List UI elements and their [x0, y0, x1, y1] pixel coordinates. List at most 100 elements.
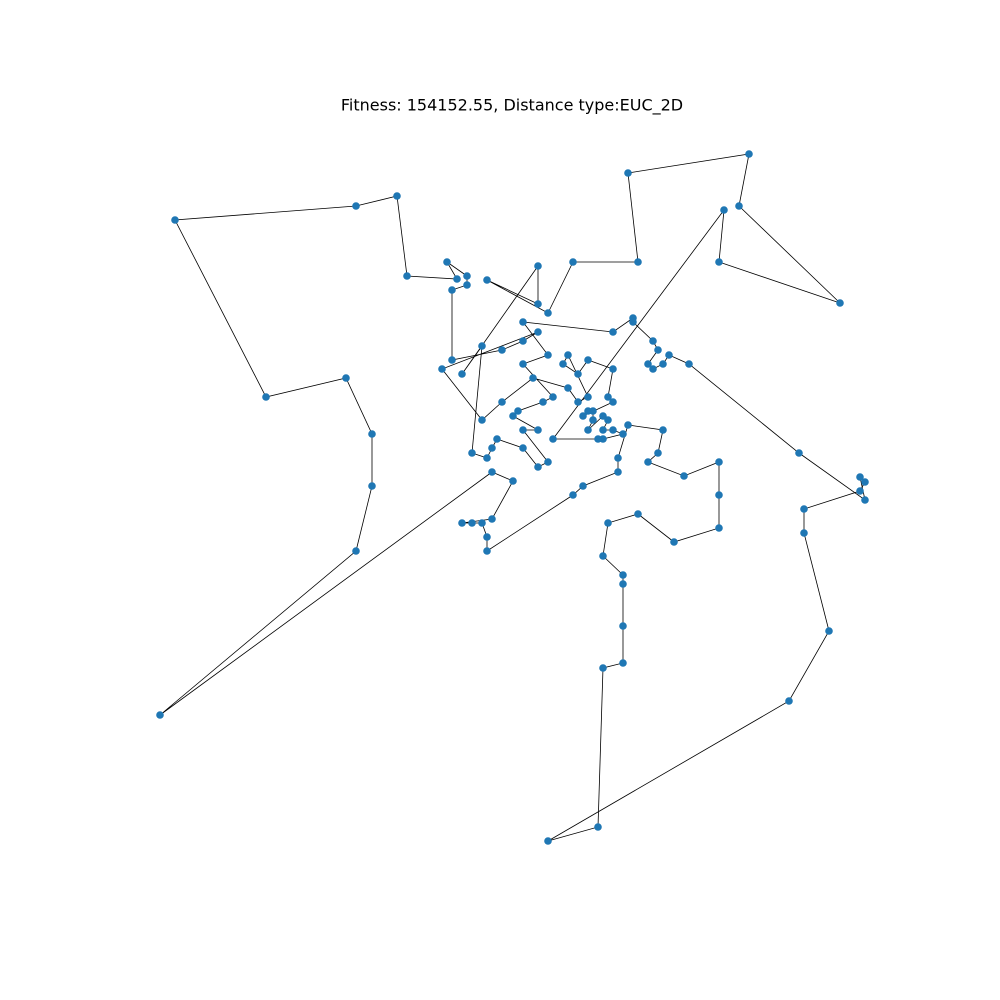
city-point — [800, 529, 808, 537]
city-point — [544, 458, 552, 466]
city-point — [579, 482, 587, 490]
city-point — [534, 328, 542, 336]
city-point — [569, 258, 577, 266]
city-point — [856, 473, 864, 481]
city-point — [488, 515, 496, 523]
city-point — [665, 351, 673, 359]
city-point — [745, 150, 753, 158]
city-point — [393, 192, 401, 200]
city-point — [509, 412, 517, 420]
city-point — [403, 272, 411, 280]
city-point — [584, 393, 592, 401]
city-point — [488, 468, 496, 476]
city-point — [493, 435, 501, 443]
city-point — [619, 659, 627, 667]
city-point — [604, 519, 612, 527]
city-point — [715, 491, 723, 499]
city-point — [368, 430, 376, 438]
city-point — [534, 463, 542, 471]
city-point — [448, 286, 456, 294]
city-point — [519, 426, 527, 434]
city-point — [534, 426, 542, 434]
city-point — [659, 360, 667, 368]
city-point — [171, 216, 179, 224]
city-point — [634, 510, 642, 518]
city-point — [584, 426, 592, 434]
city-point — [609, 398, 617, 406]
city-point — [519, 360, 527, 368]
city-point — [614, 454, 622, 462]
city-point — [514, 407, 522, 415]
city-point — [715, 458, 723, 466]
city-point — [715, 258, 723, 266]
city-point — [619, 571, 627, 579]
city-point — [825, 627, 833, 635]
city-point — [544, 351, 552, 359]
city-point — [619, 580, 627, 588]
city-point — [735, 202, 743, 210]
city-point — [156, 711, 164, 719]
city-point — [604, 393, 612, 401]
city-point — [519, 337, 527, 345]
city-point — [599, 552, 607, 560]
city-point — [654, 449, 662, 457]
city-point — [670, 538, 678, 546]
city-point — [483, 547, 491, 555]
city-point — [589, 407, 597, 415]
city-point — [483, 276, 491, 284]
city-point — [614, 468, 622, 476]
city-point — [443, 258, 451, 266]
city-point — [478, 342, 486, 350]
city-point — [483, 533, 491, 541]
city-point — [599, 426, 607, 434]
city-point — [468, 449, 476, 457]
city-point — [800, 505, 808, 513]
city-point — [594, 823, 602, 831]
city-point — [463, 281, 471, 289]
city-point — [644, 360, 652, 368]
city-point — [604, 416, 612, 424]
city-point — [569, 491, 577, 499]
city-point — [836, 299, 844, 307]
city-point — [619, 622, 627, 630]
city-point — [629, 318, 637, 326]
city-point — [574, 370, 582, 378]
city-point — [544, 309, 552, 317]
city-point — [785, 697, 793, 705]
city-point — [564, 384, 572, 392]
city-point — [861, 478, 869, 486]
city-point — [539, 398, 547, 406]
city-point — [448, 356, 456, 364]
city-point — [599, 664, 607, 672]
city-point — [584, 356, 592, 364]
city-point — [861, 496, 869, 504]
city-point — [342, 374, 350, 382]
city-point — [549, 393, 557, 401]
city-point — [609, 365, 617, 373]
city-point — [458, 519, 466, 527]
city-point — [649, 365, 657, 373]
city-point — [519, 444, 527, 452]
city-point — [654, 346, 662, 354]
city-point — [262, 393, 270, 401]
city-point — [594, 435, 602, 443]
city-point — [549, 435, 557, 443]
city-point — [624, 421, 632, 429]
city-point — [458, 370, 466, 378]
city-point — [609, 328, 617, 336]
city-point — [544, 837, 552, 845]
city-point — [352, 202, 360, 210]
city-point — [488, 444, 496, 452]
tour-line — [159, 153, 866, 842]
city-point — [498, 346, 506, 354]
city-point — [529, 374, 537, 382]
city-point — [483, 454, 491, 462]
city-point — [659, 426, 667, 434]
city-point — [715, 524, 723, 532]
city-point — [534, 262, 542, 270]
city-point — [589, 416, 597, 424]
city-point — [519, 318, 527, 326]
city-point — [574, 398, 582, 406]
city-point — [685, 360, 693, 368]
city-point — [856, 487, 864, 495]
